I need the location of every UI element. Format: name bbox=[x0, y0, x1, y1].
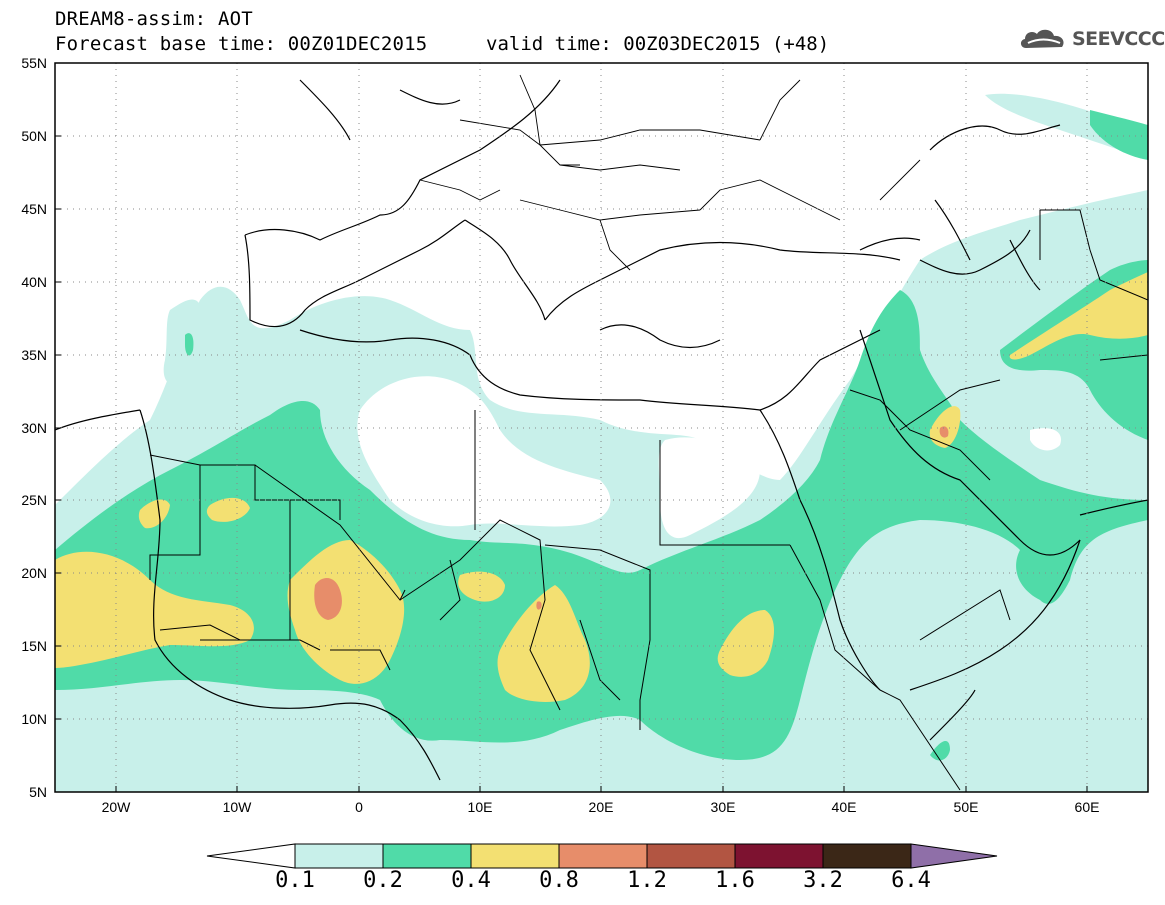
legend-swatch-1.2 bbox=[646, 843, 736, 869]
legend-label: 3.2 bbox=[803, 868, 843, 893]
legend-low-arrow bbox=[206, 843, 296, 869]
lon-label: 50E bbox=[954, 799, 979, 815]
lon-label: 0 bbox=[355, 799, 363, 815]
lon-label: 40E bbox=[832, 799, 857, 815]
lon-label: 10E bbox=[468, 799, 493, 815]
lat-label: 30N bbox=[21, 420, 47, 436]
legend-label: 0.4 bbox=[451, 868, 491, 893]
lon-label: 30E bbox=[711, 799, 736, 815]
lon-label: 10W bbox=[223, 799, 253, 815]
legend-label: 0.8 bbox=[539, 868, 579, 893]
lon-label: 20E bbox=[589, 799, 614, 815]
lat-label: 55N bbox=[21, 55, 47, 71]
lat-label: 35N bbox=[21, 347, 47, 363]
legend-high-arrow bbox=[910, 843, 998, 869]
logo-text: SEEVCCC bbox=[1072, 28, 1165, 50]
map-title: DREAM8-assim: AOT bbox=[55, 8, 253, 30]
lat-label: 45N bbox=[21, 201, 47, 217]
forecast-base-time: Forecast base time: 00Z01DEC2015 bbox=[55, 33, 428, 55]
seevccc-logo: SEEVCCC bbox=[1018, 26, 1165, 52]
legend-swatch-3.2 bbox=[822, 843, 912, 869]
legend-swatch-0.8 bbox=[558, 843, 648, 869]
valid-time: valid time: 00Z03DEC2015 (+48) bbox=[486, 33, 830, 55]
lon-label: 60E bbox=[1075, 799, 1100, 815]
lat-label: 40N bbox=[21, 274, 47, 290]
legend-swatch-0.4 bbox=[470, 843, 560, 869]
legend-swatch-0.2 bbox=[382, 843, 472, 869]
lat-label: 25N bbox=[21, 492, 47, 508]
legend-swatch-0.1 bbox=[294, 843, 384, 869]
aot-contours bbox=[55, 63, 1148, 792]
legend-label: 0.1 bbox=[275, 868, 315, 893]
longitude-labels: 20W 10W 0 10E 20E 30E 40E 50E 60E bbox=[102, 799, 1100, 815]
lat-label: 10N bbox=[21, 711, 47, 727]
aot-band-0.8 bbox=[314, 426, 949, 620]
axis-ticks bbox=[55, 135, 1088, 792]
lat-label: 15N bbox=[21, 638, 47, 654]
lat-label: 50N bbox=[21, 128, 47, 144]
legend-swatch-1.6 bbox=[734, 843, 824, 869]
lat-label: 5N bbox=[29, 784, 47, 800]
legend-label: 1.2 bbox=[627, 868, 667, 893]
country-borders bbox=[149, 209, 1148, 791]
coastlines bbox=[55, 79, 1148, 781]
cloud-logo-icon bbox=[1020, 29, 1064, 48]
europe-borders bbox=[419, 74, 921, 271]
gridlines bbox=[55, 63, 1148, 792]
legend-label: 1.6 bbox=[715, 868, 755, 893]
aot-clear-areas bbox=[357, 376, 1061, 539]
legend-label: 0.2 bbox=[363, 868, 403, 893]
legend-label: 6.4 bbox=[891, 868, 931, 893]
latitude-labels: 55N 50N 45N 40N 35N 30N 25N 20N 15N 10N … bbox=[21, 55, 47, 800]
lon-label: 20W bbox=[102, 799, 132, 815]
legend-colorbar bbox=[206, 843, 998, 869]
lat-label: 20N bbox=[21, 565, 47, 581]
